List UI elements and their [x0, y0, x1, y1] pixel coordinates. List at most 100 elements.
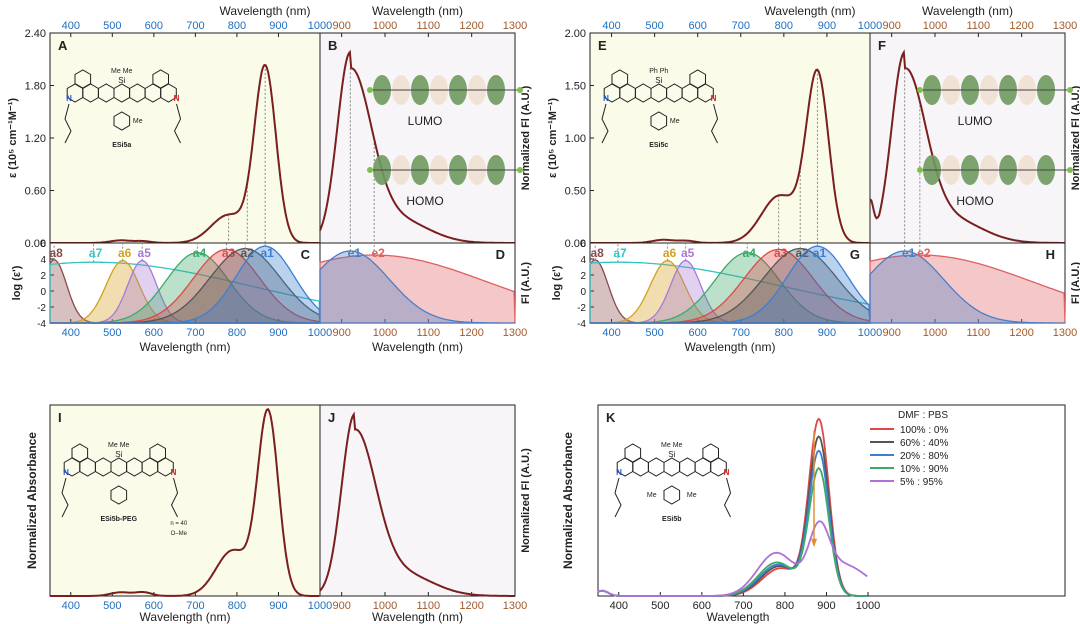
- halogen-atom: [517, 167, 523, 173]
- y-tick-label: 1.00: [565, 133, 586, 145]
- bottom-axis-label: 1000: [856, 600, 880, 612]
- molecule-name: ESi5c: [649, 142, 668, 149]
- bottom-axis-label: 400: [62, 327, 80, 339]
- nitrogen-left: N: [616, 468, 622, 477]
- band-label-a4: a4: [193, 246, 207, 260]
- y-axis-title: Normalized Absorbance: [561, 432, 575, 569]
- y-axis-title: Normalized Fl (A.U.): [520, 85, 532, 190]
- y-tick-label: 1.80: [25, 81, 46, 93]
- silicon-atom: Si: [655, 76, 662, 85]
- panel-J: J Normalized Fl (A.U.) 900 1000 1100 1200 1300…: [319, 404, 532, 624]
- y-axis-title: log (ε'): [551, 265, 563, 300]
- y-axis-title: Normalized Absorbance: [25, 432, 39, 569]
- band-label-a6: a6: [118, 246, 132, 260]
- panel-K: K Normalized Absorbance 400 500 600 700 800 900…: [561, 404, 1066, 624]
- aryl-methyl: Me: [133, 118, 143, 125]
- y-tick-label: -4: [37, 319, 46, 330]
- panel-letter: D: [496, 247, 505, 262]
- ring: [152, 69, 169, 89]
- bottom-axis-label: 1000: [308, 327, 332, 339]
- bottom-axis-label: 900: [882, 327, 900, 339]
- top-axis-label: 800: [228, 20, 246, 32]
- ring: [624, 443, 642, 463]
- bottom-axis-label: 900: [818, 327, 836, 339]
- bottom-axis-label: 600: [693, 600, 711, 612]
- ring: [113, 111, 131, 131]
- ring: [663, 485, 681, 505]
- halogen-atom: [917, 87, 923, 93]
- bottom-axis-label: 1000: [373, 327, 397, 339]
- top-axis-label: 400: [602, 20, 620, 32]
- ring: [74, 69, 92, 89]
- band-label-a7: a7: [89, 246, 103, 260]
- y-tick-label: 2: [40, 271, 46, 282]
- top-axis-title: Wavelength (nm): [220, 4, 311, 18]
- top-axis-label: 1000: [923, 20, 947, 32]
- bottom-axis-label: 1300: [1053, 327, 1077, 339]
- plot-frame: [319, 32, 516, 244]
- bottom-axis-label: 900: [269, 600, 287, 612]
- band-label-a2: a2: [796, 246, 810, 260]
- y-axis-title: log (ε'): [11, 265, 23, 300]
- y-tick-label: 0.00: [25, 238, 46, 250]
- panel-letter: B: [328, 38, 337, 53]
- silicon-substituents: Me Me: [108, 442, 130, 449]
- bottom-axis-label: 700: [186, 327, 204, 339]
- band-label-a4: a4: [743, 246, 757, 260]
- top-axis-label: 800: [775, 20, 793, 32]
- peg-end: O–Me: [171, 531, 188, 537]
- bottom-axis-label: 1200: [459, 327, 483, 339]
- series-line: [597, 520, 868, 597]
- panel-C: C 6 4 2 0 -2 -4 log (ε') 400 500 600 700 800 900 1000 W…: [11, 239, 332, 354]
- bottom-axis-title: Wavelength (nm): [685, 340, 776, 354]
- top-axis-label: 700: [186, 20, 204, 32]
- nitrogen-right: N: [724, 468, 730, 477]
- silicon-substituents: Ph Ph: [649, 68, 668, 75]
- y-tick-label: -2: [37, 303, 46, 314]
- panel-D: D Fl (A.U.) 900 1000 1100 1200 1300 Wavelength …: [319, 242, 532, 354]
- homo-label: HOMO: [406, 194, 443, 208]
- homo-orbital: [917, 155, 1073, 185]
- panel-letter: I: [58, 410, 62, 425]
- y-tick-label: 2.40: [25, 28, 46, 40]
- halogen-atom: [917, 167, 923, 173]
- top-axis-label: 600: [689, 20, 707, 32]
- bottom-axis-label: 1300: [503, 327, 527, 339]
- band-label-a7: a7: [613, 246, 627, 260]
- absorbance-line: [50, 408, 320, 597]
- bottom-axis-label: 700: [186, 600, 204, 612]
- panel-letter: C: [301, 247, 311, 262]
- bottom-axis-label: 700: [734, 600, 752, 612]
- bottom-axis-title: Wavelength (nm): [372, 340, 463, 354]
- aryl-methyl-left: Me: [647, 492, 657, 499]
- alkyl-chain-right: [723, 477, 732, 518]
- panel-A: A 400 500 600 700 800 900 1000 Wavelength (nm) 0.…: [7, 4, 332, 250]
- panel-letter: K: [606, 410, 616, 425]
- homo-label: HOMO: [956, 194, 993, 208]
- legend-label: 5% : 95%: [900, 477, 943, 488]
- ring: [149, 443, 166, 463]
- y-tick-label: 4: [40, 255, 46, 266]
- ring: [702, 443, 719, 463]
- plot-frame: [49, 404, 321, 597]
- nitrogen-left: N: [63, 468, 69, 477]
- band-e1: [319, 250, 515, 324]
- top-axis-label: 500: [645, 20, 663, 32]
- legend-title: DMF : PBS: [898, 410, 948, 421]
- legend-label: 20% : 80%: [900, 451, 948, 462]
- bottom-axis-label: 1200: [1009, 327, 1033, 339]
- bottom-axis-title: Wavelength (nm): [372, 610, 463, 624]
- band-label-a3: a3: [774, 246, 788, 260]
- bottom-axis-label: 800: [776, 600, 794, 612]
- bottom-axis-label: 500: [103, 327, 121, 339]
- silicon-atom: Si: [118, 76, 125, 85]
- fluorescence-line: [319, 411, 515, 597]
- panel-letter: A: [58, 38, 68, 53]
- bottom-axis-label: 400: [62, 600, 80, 612]
- molecule-name: ESi5b: [662, 516, 681, 523]
- nitrogen-right: N: [174, 94, 180, 103]
- bottom-axis-label: 1100: [967, 327, 991, 339]
